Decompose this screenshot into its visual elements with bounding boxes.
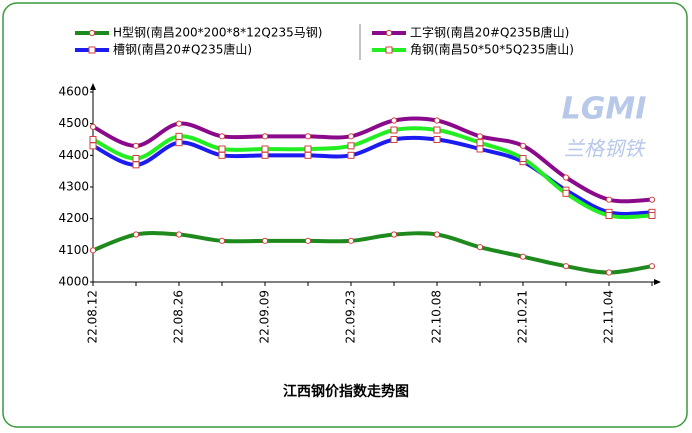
marker (304, 133, 312, 140)
y-tick-label: 4500 (58, 116, 89, 130)
y-tick-label: 4300 (58, 180, 89, 194)
x-tick-label: 22.09.09 (258, 290, 272, 343)
marker (347, 237, 355, 244)
marker (519, 155, 527, 162)
y-tick-label: 4600 (58, 85, 89, 99)
legend-label: 角钢(南昌50*50*5Q235唐山) (410, 42, 574, 57)
series-line (92, 126, 653, 220)
chart-title: 江西钢价指数走势图 (283, 383, 409, 400)
x-tick-label: 22.10.08 (430, 290, 444, 343)
marker (433, 126, 441, 134)
marker (304, 145, 312, 153)
marker (433, 117, 441, 124)
marker (605, 196, 613, 203)
watermark-sub: 兰格钢铁 (564, 137, 646, 161)
marker (476, 139, 484, 147)
legend-marker (385, 46, 393, 54)
marker (347, 133, 355, 140)
y-tick-label: 4000 (58, 275, 89, 289)
series-line (92, 231, 653, 275)
marker (476, 244, 484, 251)
marker (519, 253, 527, 260)
marker (89, 123, 97, 130)
watermark: LGMI (562, 92, 647, 127)
marker (433, 231, 441, 238)
marker (390, 136, 398, 143)
marker (304, 237, 312, 244)
x-tick-label: 22.09.23 (344, 290, 358, 343)
marker (390, 126, 398, 134)
marker (175, 231, 183, 238)
marker (519, 142, 527, 149)
marker (218, 145, 226, 153)
x-tick-label: 22.08.12 (86, 290, 100, 343)
marker (132, 155, 140, 162)
marker (261, 237, 269, 244)
marker (218, 237, 226, 244)
marker (476, 133, 484, 140)
marker (132, 161, 140, 169)
x-arrow (654, 279, 661, 285)
marker (390, 117, 398, 124)
marker (562, 263, 570, 270)
marker (175, 120, 183, 127)
marker (347, 151, 355, 159)
legend-marker (88, 46, 96, 54)
marker (390, 231, 398, 238)
marker (562, 189, 570, 197)
marker (261, 133, 269, 140)
x-tick-label: 22.10.21 (516, 290, 530, 343)
marker (648, 263, 656, 270)
series-line (92, 116, 653, 204)
y-arrow (90, 83, 96, 90)
marker (648, 196, 656, 203)
marker (476, 145, 484, 153)
marker (132, 142, 140, 149)
marker (218, 133, 226, 140)
marker (175, 132, 183, 140)
marker (218, 151, 226, 159)
series-line (92, 135, 653, 216)
legend-marker (385, 29, 393, 37)
y-tick-label: 4100 (58, 243, 89, 257)
marker (89, 142, 97, 150)
legend-label: H型钢(南昌200*200*8*12Q235马钢) (113, 25, 322, 40)
marker (433, 136, 441, 143)
marker (89, 136, 97, 143)
x-tick-label: 22.08.26 (172, 290, 186, 343)
marker (347, 142, 355, 150)
legend-label: 工字钢(南昌20#Q235B唐山) (410, 25, 569, 40)
marker (304, 151, 312, 159)
marker (89, 247, 97, 254)
x-tick-label: 22.11.04 (602, 290, 616, 343)
legend-marker (88, 29, 96, 37)
marker (648, 212, 656, 219)
frame (2, 2, 688, 428)
marker (562, 174, 570, 181)
legend-label: 槽钢(南昌20#Q235唐山) (113, 42, 252, 57)
marker (132, 231, 140, 238)
marker (605, 269, 613, 276)
marker (261, 145, 269, 153)
marker (175, 139, 183, 147)
y-tick-label: 4400 (58, 148, 89, 162)
marker (261, 151, 269, 159)
y-tick-label: 4200 (58, 211, 89, 225)
marker (605, 212, 613, 219)
